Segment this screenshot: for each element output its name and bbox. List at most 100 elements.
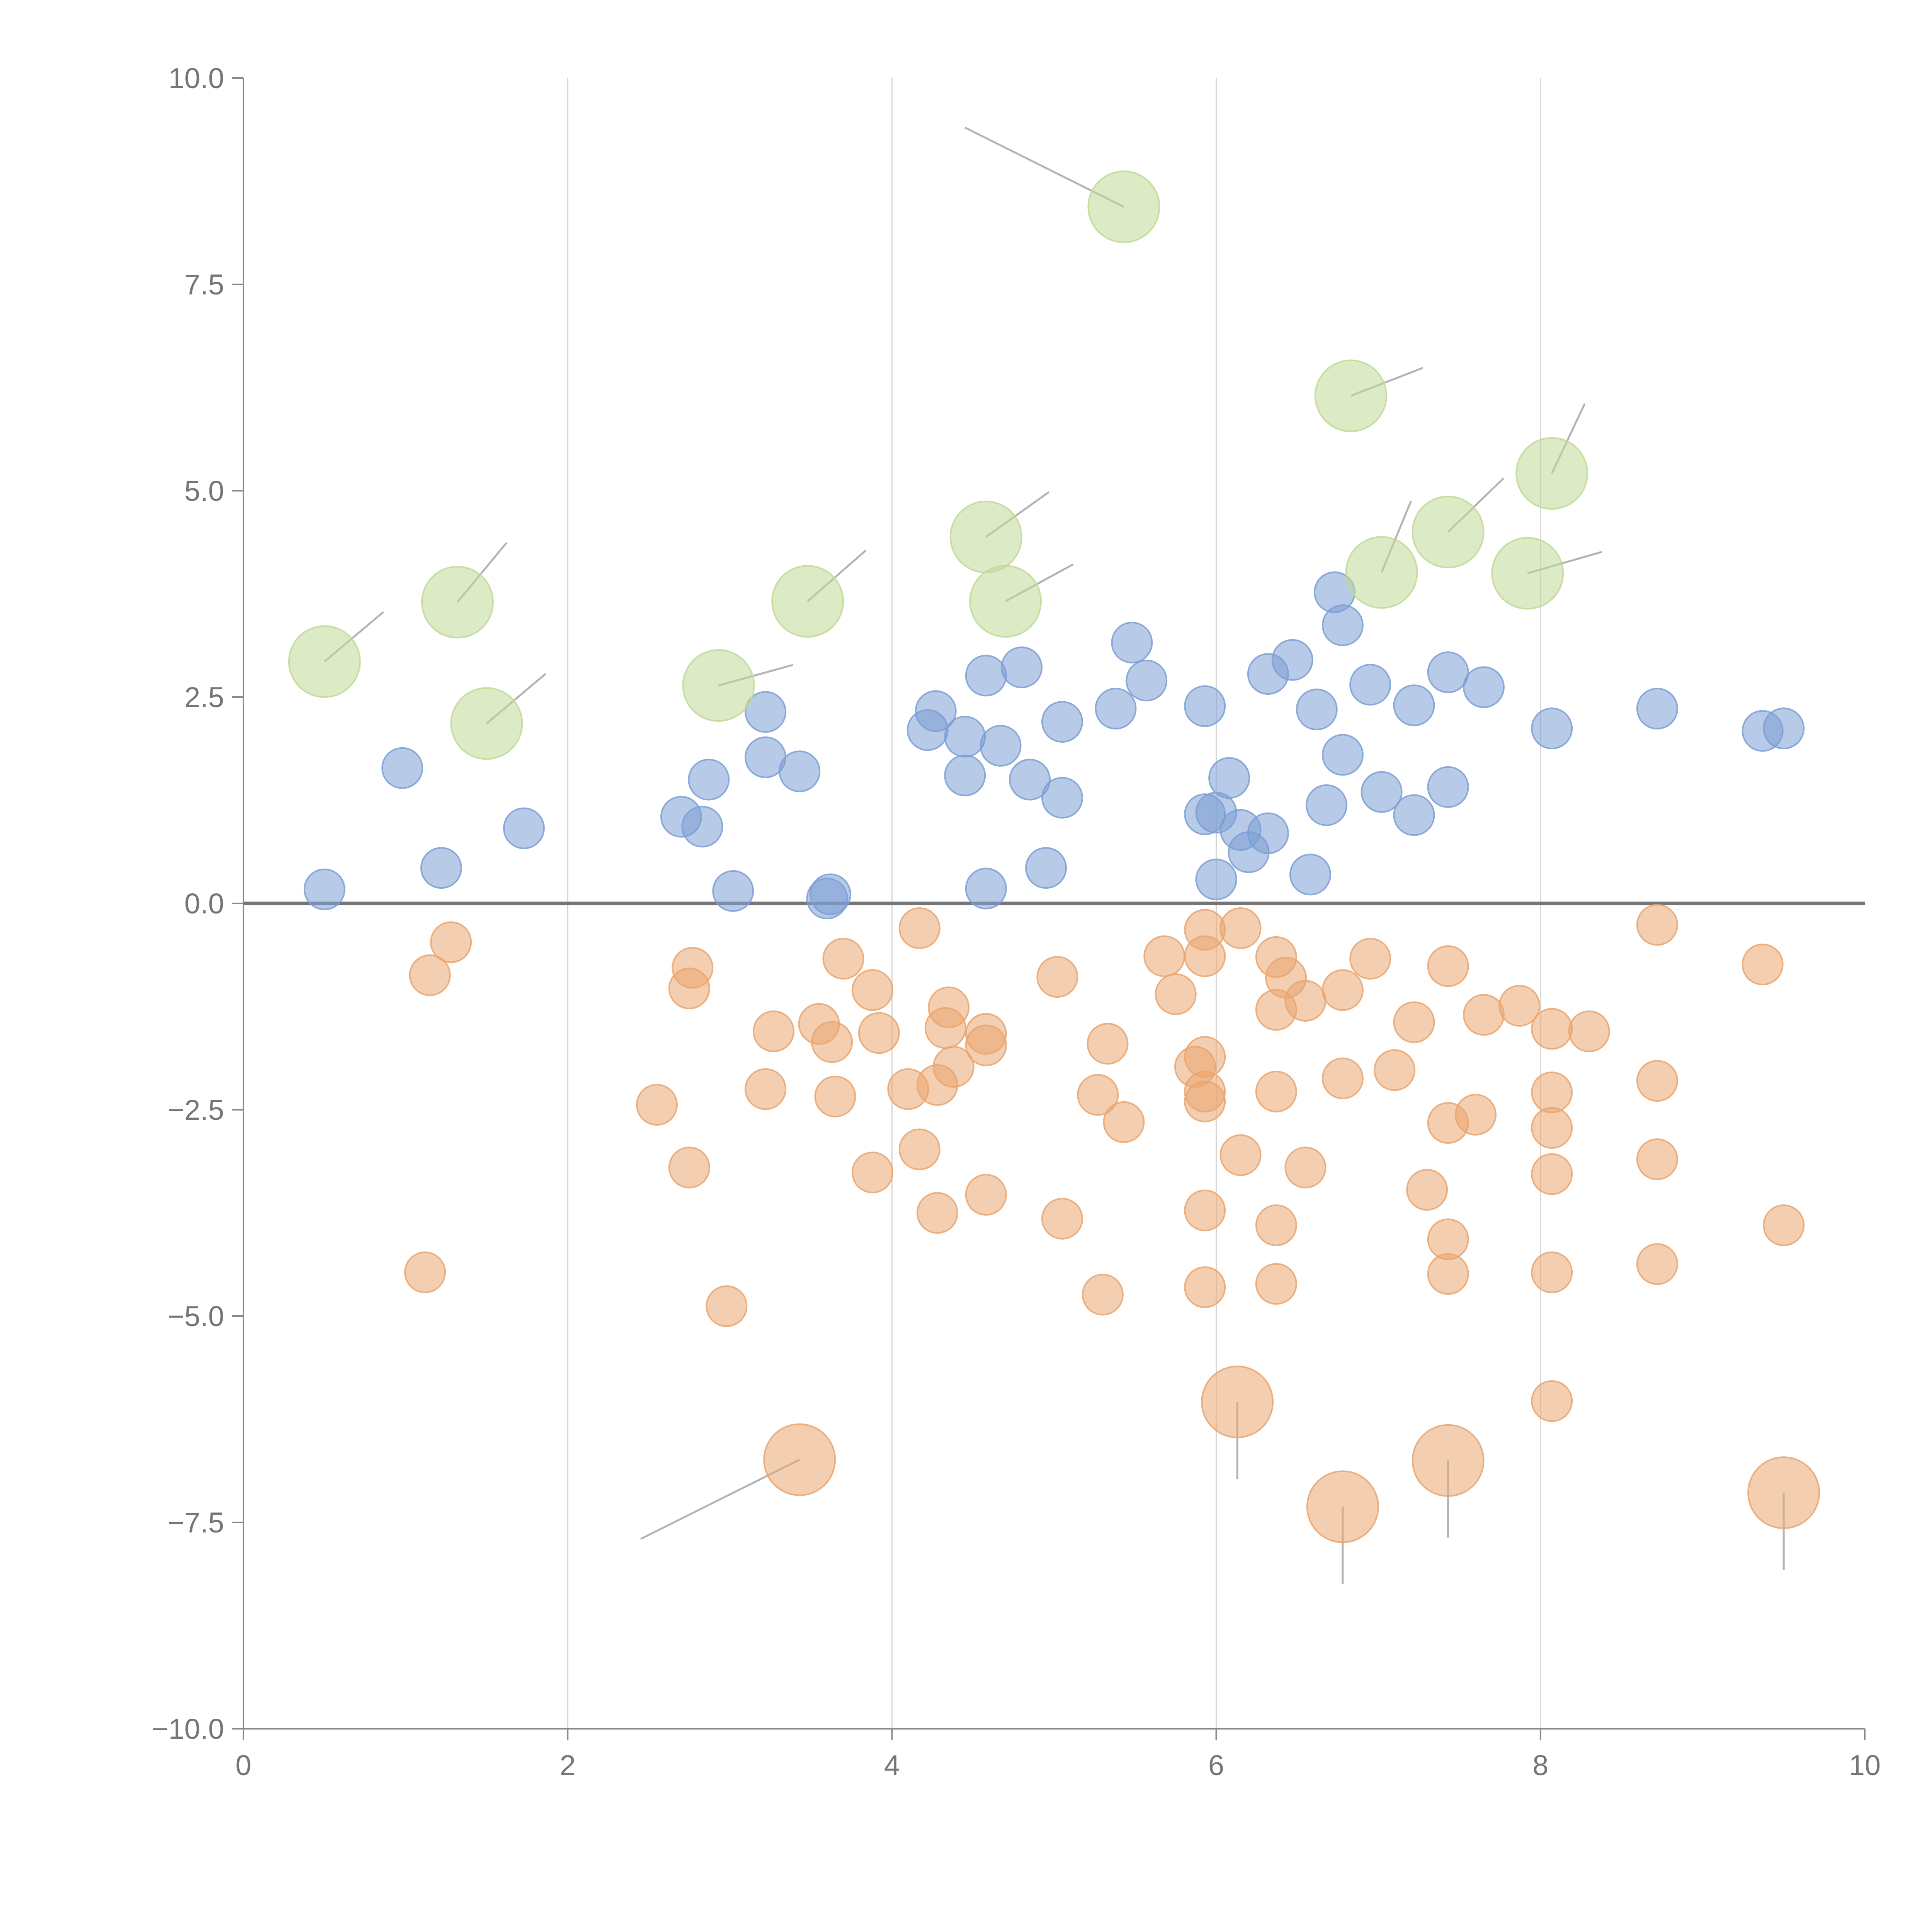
data-point — [1531, 1153, 1573, 1195]
data-point — [1531, 1251, 1573, 1293]
data-point — [1531, 1071, 1573, 1114]
labeled-point — [771, 565, 844, 638]
data-point — [1103, 1101, 1145, 1143]
data-point — [1531, 1380, 1573, 1422]
data-point — [381, 747, 423, 789]
data-point — [1041, 1197, 1083, 1240]
labeled-point — [1201, 1366, 1274, 1439]
data-point — [1636, 1243, 1678, 1285]
data-point — [1184, 1080, 1226, 1122]
data-point — [1036, 956, 1078, 998]
data-point — [1247, 812, 1289, 854]
data-point — [965, 655, 1007, 697]
data-point — [1184, 935, 1226, 977]
data-point — [898, 1128, 940, 1170]
data-point — [814, 1075, 856, 1117]
labeled-point — [450, 687, 523, 760]
labeled-point — [1306, 1470, 1379, 1543]
data-point — [1219, 907, 1262, 949]
data-point — [1001, 646, 1043, 689]
data-point — [1427, 766, 1469, 808]
data-point — [1321, 604, 1364, 646]
data-point — [980, 725, 1022, 767]
data-point — [1361, 771, 1403, 813]
data-point — [1041, 701, 1083, 743]
data-point — [1321, 969, 1364, 1011]
y-tick-label: 10.0 — [168, 62, 224, 94]
data-point — [688, 759, 730, 801]
x-tick-label: 0 — [235, 1749, 251, 1781]
data-point — [965, 1024, 1007, 1066]
labeled-point — [1087, 170, 1160, 243]
data-point — [1087, 1023, 1129, 1065]
data-point — [706, 1285, 748, 1327]
data-point — [745, 691, 787, 733]
data-point — [944, 754, 986, 796]
data-point — [1077, 1074, 1119, 1116]
data-point — [1454, 1094, 1497, 1136]
data-point — [916, 1192, 958, 1234]
data-point — [1025, 847, 1067, 889]
y-tick-label: 5.0 — [184, 475, 224, 507]
data-point — [1531, 1008, 1573, 1050]
data-point — [779, 750, 821, 793]
data-point — [1427, 1253, 1469, 1295]
y-tick-label: −2.5 — [168, 1094, 224, 1126]
data-point — [928, 986, 970, 1029]
data-point — [503, 807, 545, 849]
x-tick-label: 6 — [1208, 1749, 1224, 1781]
data-point — [1349, 938, 1391, 980]
data-point — [915, 690, 957, 732]
data-point — [1082, 1274, 1124, 1316]
data-point — [1393, 794, 1435, 836]
x-tick-label: 8 — [1532, 1749, 1548, 1781]
data-point — [1184, 685, 1226, 727]
data-point — [1374, 1049, 1416, 1091]
data-point — [1742, 944, 1784, 986]
y-tick-label: −5.0 — [168, 1300, 224, 1332]
data-point — [1636, 687, 1678, 730]
data-point — [753, 1010, 795, 1053]
data-point — [1636, 1060, 1678, 1102]
data-point — [965, 867, 1007, 910]
data-point — [932, 1046, 975, 1088]
data-point — [1255, 1204, 1297, 1247]
data-point — [409, 954, 451, 996]
data-point — [852, 1151, 894, 1194]
data-point — [1568, 1010, 1610, 1053]
data-point — [1463, 994, 1505, 1036]
labeled-point — [1412, 495, 1485, 568]
labeled-point — [421, 566, 494, 639]
data-point — [858, 1012, 900, 1054]
data-point — [1531, 707, 1573, 750]
data-point — [1427, 651, 1469, 693]
data-point — [1393, 684, 1435, 726]
axes: 0 2 4 6 8 10 10.0 7.5 5.0 2.5 0.0 −2.5 −5.0 −7.5 −10.0 — [152, 62, 1881, 1781]
data-point — [1009, 759, 1051, 801]
data-point — [1636, 1138, 1678, 1180]
data-point — [1498, 985, 1541, 1027]
data-point — [944, 716, 986, 758]
data-point — [1126, 660, 1168, 702]
data-point — [1155, 973, 1197, 1015]
data-point — [965, 1174, 1007, 1216]
data-point — [1184, 1189, 1226, 1231]
data-point — [404, 1251, 446, 1293]
data-point — [811, 1021, 853, 1063]
data-point — [1289, 854, 1331, 896]
labeled-point — [1491, 537, 1564, 610]
data-point — [1219, 1134, 1262, 1176]
y-tick-label: −7.5 — [168, 1507, 224, 1539]
labeled-point — [1515, 437, 1588, 510]
data-point — [420, 847, 462, 889]
labeled-point — [288, 625, 361, 698]
data-point — [1296, 689, 1338, 731]
data-point — [852, 969, 894, 1011]
data-point — [636, 1084, 678, 1126]
y-tick-label: 7.5 — [184, 269, 224, 301]
y-tick-label: 0.0 — [184, 888, 224, 920]
data-point — [745, 1068, 787, 1110]
data-point — [1255, 1263, 1297, 1305]
data-point — [1184, 1266, 1226, 1308]
data-point — [1111, 622, 1153, 664]
